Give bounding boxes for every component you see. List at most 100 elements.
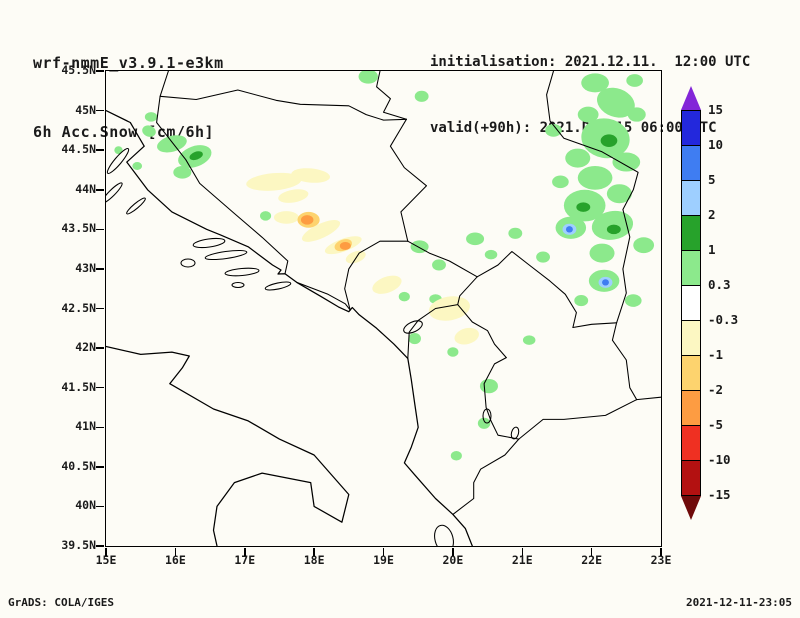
colorbar-label: 1 bbox=[708, 242, 716, 257]
colorbar-arrow-up bbox=[681, 86, 701, 110]
lat-tick bbox=[96, 70, 104, 72]
snow-patch bbox=[466, 232, 485, 246]
island-corfu bbox=[434, 524, 454, 546]
snow-patch bbox=[522, 335, 536, 345]
lat-tick bbox=[96, 505, 104, 508]
lon-axis-label: 21E bbox=[511, 553, 533, 567]
lon-tick bbox=[590, 548, 593, 556]
snow-patch bbox=[142, 125, 156, 137]
border-kosovo-north-east bbox=[476, 250, 577, 329]
field-title: 6h Acc.Snow [cm/6h] bbox=[33, 123, 215, 141]
snow-patch bbox=[552, 175, 569, 189]
border-sava bbox=[159, 89, 407, 121]
island bbox=[106, 148, 130, 174]
lon-tick bbox=[452, 548, 454, 556]
snow-patch bbox=[545, 124, 562, 137]
snow-patch bbox=[260, 211, 272, 221]
snow-patch bbox=[189, 151, 203, 161]
lon-axis-label: 23E bbox=[650, 553, 672, 567]
lat-tick bbox=[96, 466, 104, 468]
snow-patches-layer bbox=[114, 71, 655, 461]
lat-tick bbox=[96, 347, 104, 349]
lat-axis-label: 40N bbox=[75, 498, 96, 513]
lat-tick bbox=[96, 189, 104, 191]
colorbar-segment bbox=[681, 145, 701, 181]
island bbox=[106, 182, 123, 204]
colorbar-label: -2 bbox=[708, 382, 724, 397]
lon-tick bbox=[105, 548, 107, 556]
snow-patch bbox=[574, 295, 589, 307]
lat-axis-label: 43N bbox=[75, 260, 96, 275]
colorbar-segment bbox=[681, 285, 701, 321]
lat-axis-label: 45N bbox=[75, 102, 96, 117]
colorbar-label: -15 bbox=[708, 487, 731, 502]
lon-axis-label: 16E bbox=[164, 553, 186, 567]
lakes bbox=[403, 320, 520, 440]
snow-patch bbox=[633, 237, 655, 254]
colorbar-label: 2 bbox=[708, 207, 716, 222]
snow-patch bbox=[300, 215, 314, 225]
colorbar-arrow-down bbox=[681, 496, 701, 520]
lon-axis-label: 19E bbox=[373, 553, 394, 567]
snow-patch bbox=[624, 294, 642, 307]
lat-tick bbox=[96, 426, 104, 428]
lat-axis-label: 44.5N bbox=[61, 142, 96, 157]
snow-patch bbox=[626, 74, 643, 87]
snow-patch bbox=[536, 251, 550, 263]
lat-axis-label: 44N bbox=[75, 181, 96, 196]
colorbar-label: -1 bbox=[708, 347, 724, 362]
snow-patch bbox=[414, 90, 429, 102]
colorbar-segment bbox=[681, 250, 701, 286]
snow-patch bbox=[301, 220, 341, 242]
border-serbia-macedonia bbox=[572, 322, 618, 329]
colorbar-segment bbox=[681, 425, 701, 461]
border-croatia-serbia bbox=[376, 71, 407, 120]
snow-patch bbox=[278, 189, 309, 203]
border-dubrovnik-strip bbox=[296, 281, 351, 311]
snow-patch bbox=[447, 347, 459, 357]
snow-patch bbox=[454, 327, 479, 345]
lake-ohrid bbox=[482, 408, 492, 424]
snow-patch bbox=[627, 107, 646, 122]
snow-patch bbox=[606, 184, 632, 204]
snow-patch bbox=[144, 112, 158, 122]
colorbar-segment bbox=[681, 320, 701, 356]
lon-tick bbox=[660, 548, 662, 556]
lon-axis-label: 17E bbox=[234, 553, 256, 567]
colorbar-segment bbox=[681, 180, 701, 216]
coastline-east-adriatic bbox=[106, 109, 473, 546]
adriatic-islands bbox=[106, 148, 454, 546]
border-albania-macedonia bbox=[483, 357, 520, 440]
snow-patch bbox=[428, 296, 471, 321]
snow-patch bbox=[612, 152, 641, 172]
border-drina bbox=[389, 118, 428, 242]
colorbar-label: -0.3 bbox=[708, 312, 739, 327]
snow-patch bbox=[114, 146, 123, 155]
colorbar-segment bbox=[681, 460, 701, 496]
snow-patch bbox=[589, 243, 615, 263]
lat-axis-label: 42.5N bbox=[61, 300, 96, 315]
lat-axis-label: 41N bbox=[75, 419, 96, 434]
snow-patch bbox=[477, 417, 491, 429]
border-kosovo-west bbox=[457, 276, 507, 359]
border-macedonia-bulgaria bbox=[611, 322, 661, 401]
snow-patch bbox=[606, 224, 621, 235]
colorbar-segment bbox=[681, 390, 701, 426]
snow-patch bbox=[577, 166, 613, 190]
header-left: wrf-nmmE_v3.9.1-e3km 6h Acc.Snow [cm/6h] bbox=[33, 6, 224, 190]
border-albania-greece bbox=[452, 438, 520, 515]
colorbar-label: 0.3 bbox=[708, 277, 731, 292]
lat-axis-label: 39.5N bbox=[61, 538, 96, 552]
map-plot-area: 45.5N 45N 44.5N 44N 43.5N 43N 42.5N 42N 41.5N 41N… bbox=[61, 63, 671, 567]
lon-tick bbox=[244, 548, 246, 556]
init-time-label: initialisation: 2021.12.11. 12:00 UTC bbox=[430, 54, 751, 70]
lat-tick bbox=[96, 545, 104, 547]
colorbar-segment bbox=[681, 355, 701, 391]
lat-tick bbox=[96, 386, 104, 389]
snow-patch bbox=[291, 168, 331, 183]
lake-prespa bbox=[510, 426, 520, 440]
lat-tick bbox=[96, 307, 104, 310]
snow-patch bbox=[339, 242, 351, 250]
lon-tick bbox=[174, 548, 177, 556]
island bbox=[180, 258, 196, 268]
